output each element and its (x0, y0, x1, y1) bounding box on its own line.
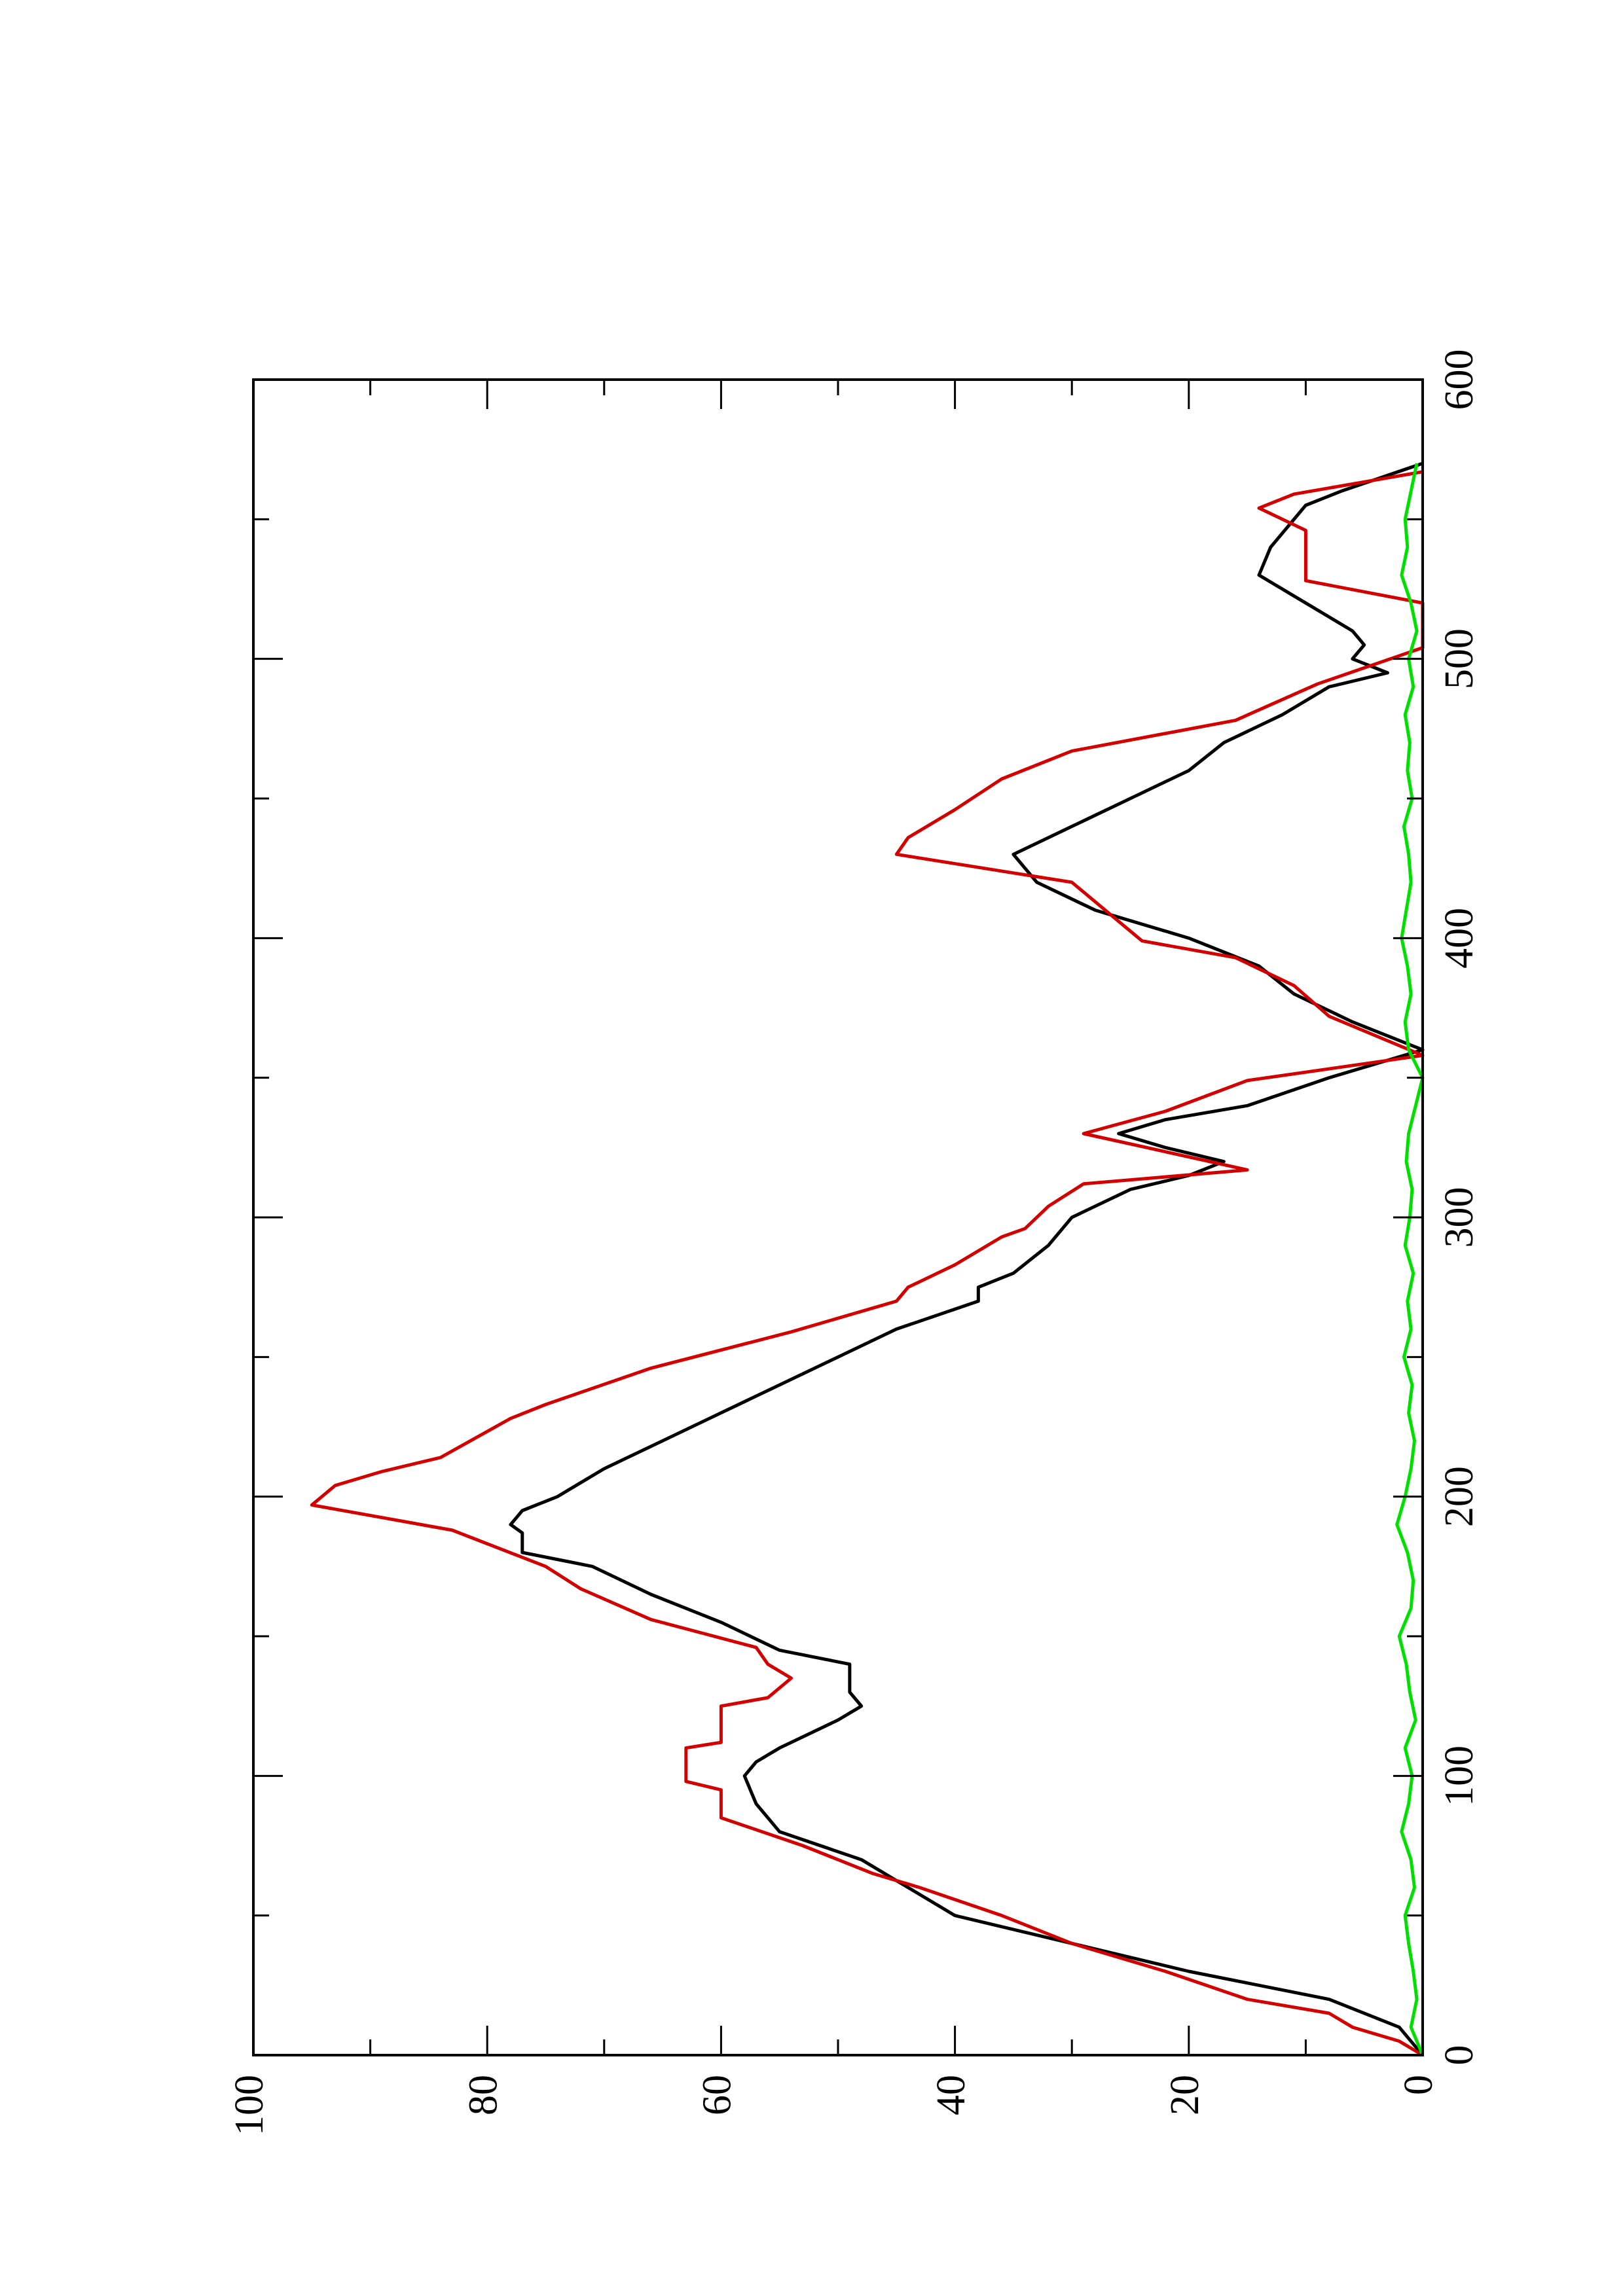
y-tick-label: 40 (929, 2075, 974, 2115)
x-tick-label: 400 (1437, 908, 1482, 969)
y-tick-label: 100 (227, 2075, 272, 2136)
plot-frame: 0 100 200 300 400 500 600 0 20 40 60 80 100 (227, 350, 1482, 2136)
x-tick-label: 0 (1437, 2045, 1482, 2066)
data-line (310, 470, 1425, 2057)
y-tick-label: 20 (1163, 2075, 1207, 2115)
x-tick-label: 600 (1437, 350, 1482, 410)
x-tick-label: 500 (1437, 628, 1482, 689)
data-line (1395, 463, 1425, 2056)
x-tick-label: 300 (1437, 1187, 1482, 1248)
y-tick-label: 60 (695, 2075, 740, 2115)
x-tick-label: 200 (1437, 1466, 1482, 1527)
y-tick-label: 80 (461, 2075, 505, 2115)
data-line (509, 461, 1425, 2056)
x-tick-label: 100 (1437, 1746, 1482, 1806)
y-tick-label: 0 (1396, 2075, 1441, 2095)
